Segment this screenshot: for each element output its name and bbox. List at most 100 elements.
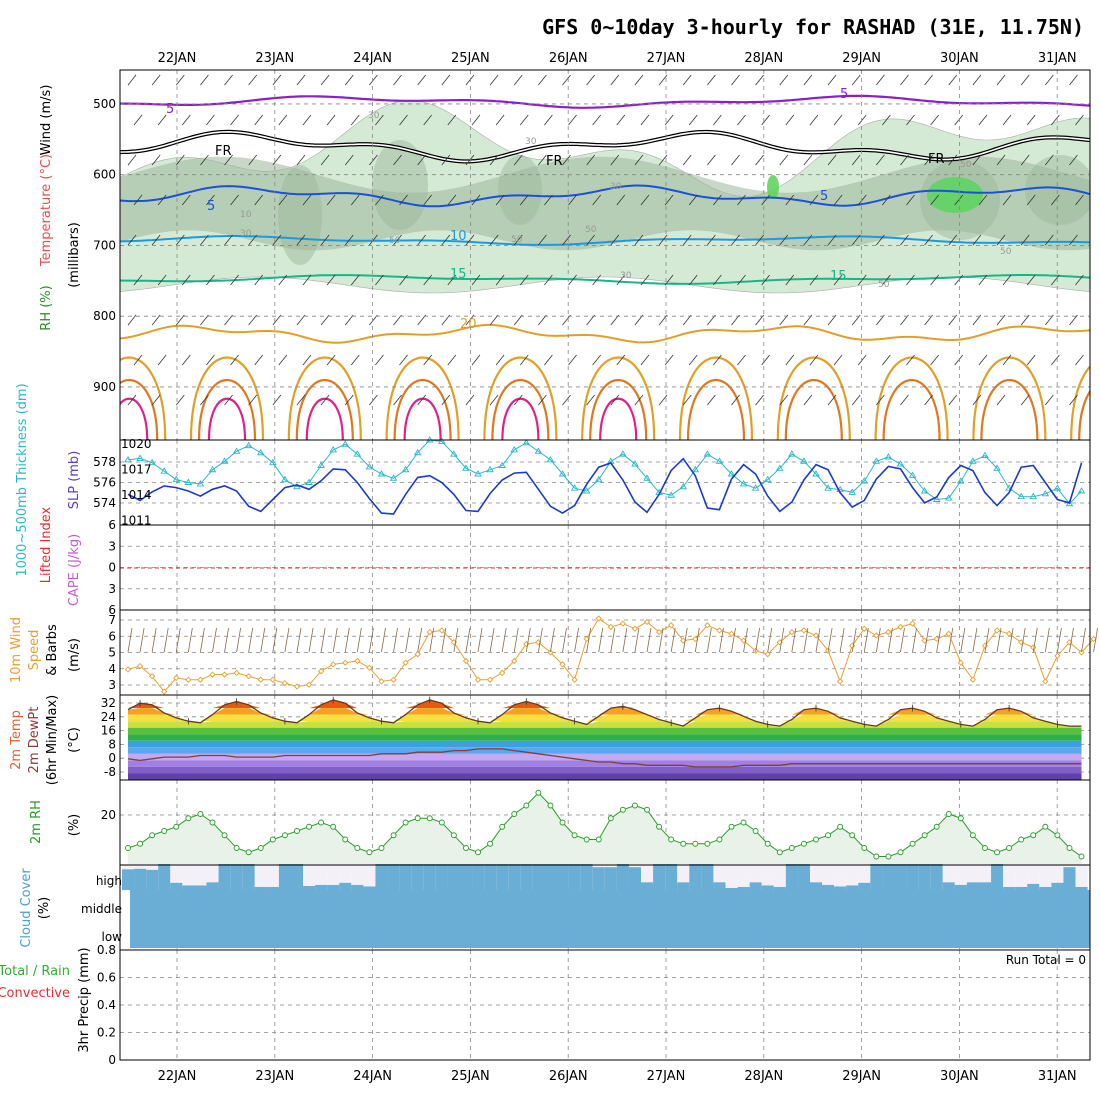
thickness-point — [474, 470, 482, 477]
lifted-index-axis-title: Lifted Index — [39, 506, 54, 583]
wind-barb — [151, 234, 161, 246]
wind10-point — [499, 669, 506, 677]
wind-barb — [785, 274, 795, 286]
wind-barb — [326, 354, 336, 366]
slp-tick-label: 1020 — [121, 437, 152, 451]
wind-barb — [326, 194, 336, 206]
temp-15-contour — [120, 274, 1090, 285]
temp-25-lobe — [784, 379, 843, 440]
temp-25-lobe — [491, 379, 550, 440]
thickness-point — [908, 471, 917, 478]
cloud-high-bar — [218, 864, 231, 890]
wind10-barb — [513, 627, 519, 653]
wind-barb — [779, 234, 789, 246]
wind-barb — [369, 234, 378, 246]
wind10-barb — [453, 627, 459, 653]
cloud-high-gap — [978, 864, 992, 883]
wind10-barb — [296, 627, 302, 653]
wind10-barb — [393, 627, 398, 653]
wind-barb — [513, 394, 523, 406]
wind10-point — [293, 683, 301, 690]
cloud-high-bar — [496, 864, 509, 890]
wind-barb — [658, 74, 668, 86]
cloud-high-gap — [1063, 864, 1076, 868]
wind-barb — [375, 274, 384, 286]
wind-barb — [586, 154, 595, 166]
rh2m-point — [680, 840, 687, 847]
contour-label-rh10: 10 — [240, 210, 252, 220]
wind-barb — [978, 354, 988, 366]
wind10-barb — [682, 627, 688, 653]
rh2m-point — [982, 845, 988, 851]
wind-barb — [471, 274, 481, 286]
contour-label-wind5b: 5 — [840, 87, 848, 102]
y-tick-label: 0.4 — [97, 998, 116, 1012]
wind-barb — [302, 354, 312, 366]
wind-barb — [737, 114, 746, 126]
wind-barb — [924, 394, 933, 406]
wind-barb — [544, 114, 553, 126]
wind-barb — [519, 114, 529, 126]
wind-barb — [175, 74, 185, 86]
rh2m-point — [909, 840, 916, 847]
wind-barb — [175, 154, 185, 166]
wind-barb — [206, 114, 215, 126]
wind10-barb — [369, 627, 374, 653]
cloud-high-bar — [870, 864, 883, 890]
wind-barb — [151, 154, 161, 166]
wind-barb — [948, 154, 958, 166]
thickness-point — [884, 453, 893, 460]
cloud-high-gap — [773, 864, 786, 887]
contour-label-t5a: 5 — [207, 199, 215, 214]
wind10-barb — [151, 627, 157, 653]
wind-barb — [737, 354, 746, 366]
rh2m-point — [330, 823, 337, 830]
wind-barb — [272, 314, 282, 326]
thickness-point — [896, 460, 905, 467]
thickness-point — [920, 487, 929, 494]
thickness-point — [860, 477, 869, 484]
wind-barb — [248, 74, 258, 86]
rh2m-point — [535, 789, 542, 796]
rh2m-point — [849, 832, 856, 839]
rh2m-point — [788, 845, 795, 851]
cloud-high-bar — [665, 864, 678, 890]
wind-barb — [876, 314, 885, 326]
wind10-barb — [875, 627, 881, 653]
wind-barb — [175, 394, 185, 406]
cloud-high-gap — [146, 864, 159, 870]
wind10-barb — [1093, 627, 1098, 653]
wind-barb — [996, 314, 1006, 326]
wind10-point — [788, 628, 795, 636]
wind10-point — [462, 657, 470, 665]
temp-fill-band — [128, 721, 1082, 728]
cloud-high-bar — [532, 864, 545, 890]
cloud-high-gap — [182, 864, 195, 886]
wind10-point — [873, 632, 880, 639]
date-label-bottom: 24JAN — [353, 1069, 392, 1084]
wind-barb — [737, 274, 746, 286]
date-label-top: 28JAN — [744, 51, 783, 66]
wind-barb — [1051, 354, 1060, 366]
wind-barb — [320, 234, 330, 246]
wind-barb — [972, 314, 982, 326]
date-label-top: 25JAN — [451, 51, 490, 66]
contour-label-wind5: 5 — [166, 102, 174, 117]
wind-5-contour — [120, 94, 1090, 109]
wind10-barb — [598, 627, 604, 653]
thickness-point — [256, 448, 265, 456]
wind-barb — [688, 354, 698, 366]
wind-barb — [175, 234, 185, 246]
wind10-point — [209, 671, 216, 678]
date-label-top: 30JAN — [940, 51, 979, 66]
cloud-high-bar — [677, 882, 690, 890]
wind-barb — [326, 114, 336, 126]
wind-barb — [924, 154, 933, 166]
wind-barb — [1026, 114, 1036, 126]
thickness-point — [800, 457, 808, 464]
wind-barb — [175, 314, 185, 326]
wind10-point — [185, 676, 192, 683]
wind-barb — [1051, 194, 1060, 206]
y-tick-label: 6 — [108, 603, 116, 617]
wind-barb — [900, 154, 909, 166]
